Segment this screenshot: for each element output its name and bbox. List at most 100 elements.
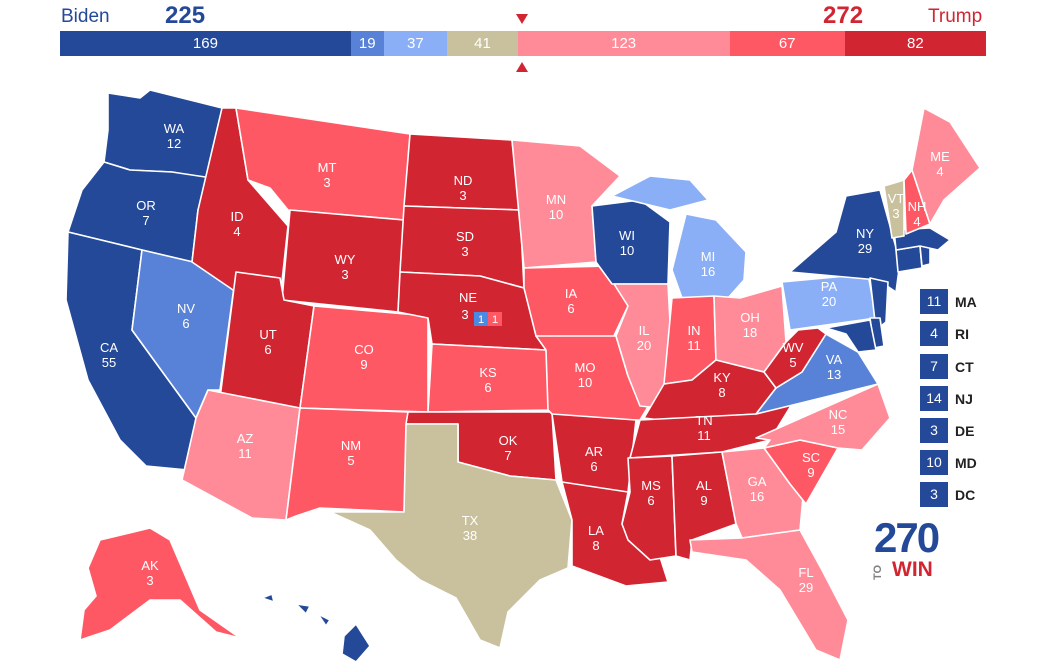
logo-win: WIN (892, 558, 933, 581)
small-state-votes: 11 (920, 289, 948, 314)
small-state-MA[interactable]: 11 MA (920, 289, 977, 314)
state-AK[interactable] (79, 527, 241, 641)
ne-district-box-1[interactable] (474, 312, 488, 326)
ne-district-value-2: 1 (492, 314, 498, 326)
state-label-KY: KY 8 (713, 370, 731, 400)
state-label-VT: VT 3 (888, 191, 905, 221)
state-label-ME: ME 4 (930, 149, 950, 179)
state-label-MS: MS 6 (641, 478, 661, 508)
state-LA[interactable] (561, 481, 669, 587)
logo-to: TO (872, 564, 884, 580)
small-state-RI[interactable]: 4 RI (920, 321, 969, 346)
electoral-tally-bar: 169 19 37 41 123 67 82 (60, 31, 986, 56)
state-label-FL: FL 29 (798, 565, 813, 595)
state-WV[interactable] (763, 327, 827, 389)
small-state-DE[interactable]: 3 DE (920, 418, 974, 443)
state-label-ID: ID 4 (231, 209, 244, 239)
state-label-WA: WA 12 (164, 121, 185, 151)
small-state-DC[interactable]: 3 DC (920, 482, 975, 507)
trump-total: 272 (823, 2, 864, 29)
state-label-IL: IL 20 (637, 323, 651, 353)
state-label-NE: NE 3 (459, 290, 477, 322)
tally-segment-lean-d[interactable]: 37 (383, 31, 448, 56)
state-label-TN: TN 11 (695, 413, 712, 443)
small-state-abbr: CT (955, 358, 974, 375)
state-label-CO: CO 9 (354, 342, 374, 372)
small-state-votes: 7 (920, 354, 948, 379)
biden-total: 225 (165, 2, 206, 29)
state-label-SC: SC 9 (802, 450, 820, 480)
trump-name: Trump (928, 6, 983, 27)
small-state-votes: 3 (920, 418, 948, 443)
small-state-CT[interactable]: 7 CT (920, 354, 974, 379)
small-state-votes: 3 (920, 482, 948, 507)
state-label-WV: WV 5 (783, 340, 804, 370)
state-label-TX: TX 38 (462, 513, 479, 543)
state-label-WY: WY 3 (335, 252, 356, 282)
state-VT[interactable] (883, 179, 905, 239)
small-state-abbr: DE (955, 422, 975, 439)
biden-name: Biden (61, 6, 110, 27)
state-MI[interactable] (671, 213, 747, 299)
small-state-abbr: MA (955, 293, 977, 310)
state-MD[interactable] (825, 319, 877, 353)
tally-segment-likely-d[interactable]: 19 (350, 31, 384, 56)
small-state-votes: 10 (920, 450, 948, 475)
small-state-NJ[interactable]: 14 NJ (920, 386, 973, 411)
state-label-MO: MO 10 (575, 360, 596, 390)
state-TX[interactable] (329, 423, 573, 649)
state-label-KS: KS 6 (479, 365, 497, 395)
270-marker-bottom-icon (516, 62, 528, 72)
270-marker-top-icon (516, 14, 528, 24)
small-state-MD[interactable]: 10 MD (920, 450, 977, 475)
tally-segment-safe-r[interactable]: 82 (844, 31, 986, 56)
state-MI-upper[interactable] (611, 175, 709, 211)
small-state-abbr: MD (955, 454, 977, 471)
ne-district-box-2[interactable] (488, 312, 502, 326)
state-NJ[interactable] (869, 277, 889, 331)
state-label-NY: NY 29 (856, 226, 874, 256)
ne-district-value-1: 1 (478, 314, 484, 326)
state-label-GA: GA 16 (748, 474, 767, 504)
state-label-CA: CA 55 (100, 340, 118, 370)
tally-segment-lean-r[interactable]: 123 (517, 31, 730, 56)
state-label-AK: AK 3 (141, 558, 159, 588)
state-label-WI: WI 10 (619, 228, 635, 258)
state-label-IA: IA 6 (565, 286, 578, 316)
tally-segment-safe-d[interactable]: 169 (60, 31, 351, 56)
state-label-IN: IN 11 (687, 323, 701, 353)
state-label-AZ: AZ 11 (237, 431, 254, 461)
state-HI[interactable] (261, 593, 371, 663)
state-NC[interactable] (755, 383, 891, 451)
small-state-votes: 14 (920, 386, 948, 411)
state-label-PA: PA 20 (821, 279, 838, 309)
270towin-logo[interactable]: 270 TO WIN (872, 514, 952, 582)
state-label-NV: NV 6 (177, 301, 195, 331)
state-NY[interactable] (789, 189, 901, 293)
small-state-abbr: DC (955, 486, 976, 503)
state-label-NM: NM 5 (341, 438, 361, 468)
state-IL[interactable] (613, 283, 673, 409)
state-ME[interactable] (911, 107, 981, 225)
state-label-VA: VA 13 (826, 352, 843, 382)
state-label-MN: MN 10 (546, 192, 566, 222)
small-state-abbr: RI (955, 325, 969, 342)
tally-segment-tossup[interactable]: 41 (447, 31, 518, 56)
ne-district-votes: 1 1 (474, 312, 502, 326)
state-label-NC: NC 15 (829, 407, 848, 437)
state-FL[interactable] (689, 529, 849, 661)
state-label-OK: OK 7 (499, 433, 518, 463)
state-label-AL: AL 9 (696, 478, 712, 508)
state-label-OH: OH 18 (740, 310, 760, 340)
state-RI[interactable] (919, 245, 931, 267)
state-label-MT: MT 3 (318, 160, 337, 190)
state-label-ND: ND 3 (454, 173, 473, 203)
logo-number: 270 (874, 514, 940, 561)
tally-segment-likely-r[interactable]: 67 (729, 31, 845, 56)
state-label-HI: HI 4 (316, 634, 329, 664)
state-label-LA: LA 8 (588, 523, 604, 553)
small-state-votes: 4 (920, 321, 948, 346)
state-label-UT: UT 6 (259, 327, 276, 357)
state-label-SD: SD 3 (456, 229, 474, 259)
